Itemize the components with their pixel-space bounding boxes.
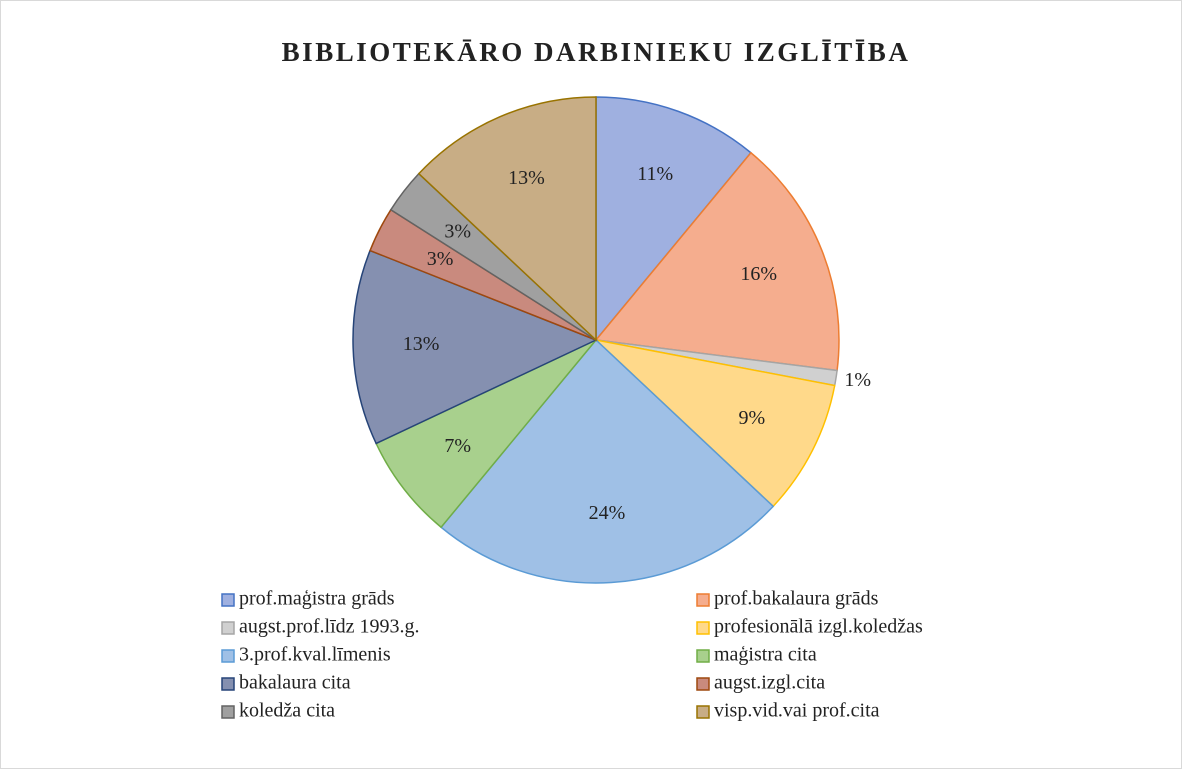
legend-label: koledža cita [239,700,335,722]
legend-label: prof.bakalaura grāds [714,588,879,610]
legend-swatch [221,621,235,635]
pie-slice [417,96,597,342]
pie-slice [375,339,597,529]
legend-swatch [221,593,235,607]
legend-label: augst.izgl.cita [714,672,825,694]
pie-slice [595,96,752,343]
legend-label: maģistra cita [714,644,817,666]
data-label: 3% [427,248,454,270]
legend-label: prof.maģistra grāds [239,588,395,610]
data-label: 16% [740,263,777,285]
legend-label: 3.prof.kval.līmenis [239,644,391,666]
pie-slice [440,338,775,584]
legend-label: visp.vid.vai prof.cita [714,700,880,722]
data-label: 1% [844,369,871,391]
legend-swatch [221,677,235,691]
data-label: 3% [444,220,471,242]
legend-swatch [221,649,235,663]
data-label: 9% [739,407,766,429]
legend-swatch [696,649,710,663]
data-label: 13% [508,167,545,189]
legend-swatch [696,593,710,607]
data-label: 7% [444,435,471,457]
legend-swatch [696,621,710,635]
legend-label: augst.prof.līdz 1993.g. [239,616,420,638]
data-label: 13% [403,333,440,355]
chart-title: BIBLIOTEKĀRO DARBINIEKU IZGLĪTĪBA [282,37,911,67]
pie-slice [593,338,836,508]
legend-label: profesionālā izgl.koledžas [714,616,923,638]
pie-slice [594,151,840,372]
legend-swatch [221,705,235,719]
legend-label: bakalaura cita [239,672,351,694]
legend-swatch [696,677,710,691]
pie-slice [352,249,598,445]
legend-swatch [696,705,710,719]
data-label: 11% [637,163,673,185]
data-label: 24% [589,502,626,524]
